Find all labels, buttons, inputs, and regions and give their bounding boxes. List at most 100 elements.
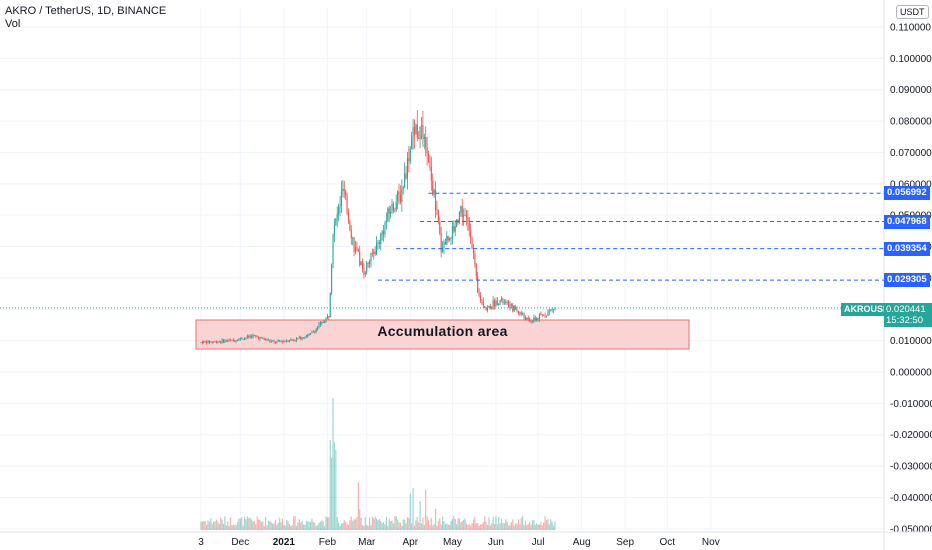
candle-body [317,327,319,329]
volume-bar [286,519,288,530]
time-axis-tick-label: 3 [198,537,204,548]
candle-body [273,340,275,342]
candle-body [505,302,507,303]
volume-bar [500,518,503,530]
volume-bar [204,521,206,530]
candle-body [277,340,279,342]
candle-body [377,242,379,244]
volume-bar [340,523,343,530]
candle-body [210,341,212,343]
volume-bar [265,516,267,530]
candle-body [224,340,226,343]
accumulation-area-label: Accumulation area [377,323,508,339]
candle-body [454,226,456,232]
candle-body [485,308,487,311]
volume-bar [517,519,520,530]
volume-bar [215,519,218,530]
level-price-label: 0.047968 [884,214,930,229]
volume-bar [380,520,382,530]
volume-bar [227,521,229,530]
time-axis-tick-label: May [443,537,462,548]
candle-body [249,336,251,338]
volume-bar [301,520,303,530]
candle-body [287,340,289,342]
volume-bar [527,523,529,530]
volume-bar [406,517,409,530]
volume-bar [302,524,305,530]
candle-body [256,336,258,338]
volume-bar [547,518,549,530]
candle-body [238,339,240,341]
candle-body [329,292,331,318]
candle-body [443,242,445,248]
volume-bar [232,524,234,530]
ticker-tag: AKROUSDT [841,303,898,316]
candle-body [501,299,503,301]
candle-body [297,338,299,339]
candle-body [368,262,371,264]
volume-bar [416,516,418,530]
volume-bar [293,516,295,530]
candle-body [232,339,234,341]
candle-body [336,213,338,219]
volume-bar [467,525,469,530]
candle-body [340,191,342,206]
volume-bar [418,522,420,530]
volume-bar [492,516,494,530]
volume-bar [304,524,306,530]
volume-bar [409,493,411,530]
currency-selector[interactable]: USDT [896,5,929,19]
volume-bar [447,524,449,530]
volume-bar [378,518,380,530]
volume-bar [290,525,292,530]
volume-bar [385,516,387,530]
candle-body [378,242,380,244]
volume-bar [408,517,410,530]
volume-bar [437,520,439,530]
candle-body [427,153,430,162]
candle-body [499,300,501,304]
candle-body [326,316,328,318]
candle-body [222,339,225,343]
volume-bar [441,516,444,530]
candle-body [204,341,206,343]
time-axis-tick-label: Feb [319,537,337,548]
candle-body [280,341,282,342]
volume-bar [540,522,542,530]
time-axis-tick-label: Jun [488,537,504,548]
candle-body [248,335,250,338]
candle-body [475,264,477,277]
volume-bar [262,521,264,530]
volume-bar [263,525,265,530]
candle-body [324,322,326,323]
volume-bar [294,516,296,530]
volume-bar [391,520,393,530]
volume-bar [390,521,392,530]
volume-bar [443,520,445,530]
volume-bar [484,516,486,530]
candle-body [364,272,366,275]
volume-bar [267,520,270,530]
price-axis-tick-label: -0.040000 [890,493,932,504]
volume-bar [554,521,556,530]
volume-bar [354,519,357,530]
candle-body [361,261,364,269]
candle-body [266,339,268,341]
volume-bar [288,523,291,530]
candle-body [512,304,514,312]
accumulation-area-box[interactable] [195,319,690,350]
volume-bar [489,525,491,530]
volume-bar [530,524,532,530]
candle-body [529,318,531,321]
price-axis-tick-label: 0.110000 [890,22,931,33]
volume-bar [331,457,333,530]
candle-body [328,316,330,318]
volume-bar [347,524,350,530]
candle-body [201,342,203,344]
candle-body [321,322,323,324]
candle-body [551,309,553,310]
volume-bar [550,519,552,530]
volume-bar [458,518,461,530]
